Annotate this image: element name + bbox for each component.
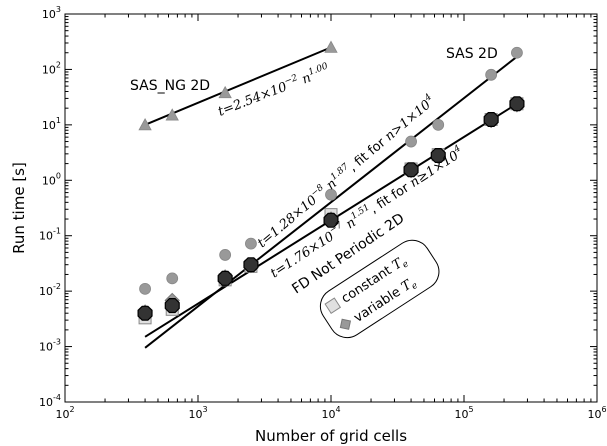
- octagon-marker: [137, 305, 153, 321]
- y-tick-label: 10-4: [39, 393, 61, 409]
- x-tick-label: 104: [321, 405, 340, 421]
- x-tick-label: 106: [587, 405, 606, 421]
- octagon-marker: [430, 148, 446, 163]
- legend-marker-variable: [339, 318, 352, 330]
- octagon-marker: [243, 257, 259, 273]
- circle-marker: [405, 135, 417, 148]
- x-tick-label: 102: [55, 405, 74, 421]
- circle-marker: [166, 272, 179, 285]
- octagon-marker: [403, 162, 419, 178]
- y-tick-label: 10-1: [39, 227, 61, 243]
- y-tick-label: 10-2: [39, 282, 61, 298]
- fit-label-sas-ng: t=2.54×10−2 n1.00: [215, 61, 332, 119]
- annotation-sas: SAS 2D: [446, 46, 498, 62]
- y-tick-label: 101: [42, 116, 61, 132]
- circle-marker: [139, 282, 151, 295]
- octagon-marker: [509, 96, 525, 112]
- circle-marker: [511, 46, 523, 59]
- axis-tick-labels: 102 103 104 105 106 10-4 10-3 10-2 10-1 100 101 102…: [39, 5, 607, 421]
- annotation-sas-ng: SAS_NG 2D: [130, 78, 210, 94]
- octagon-marker: [323, 212, 339, 228]
- circle-marker: [485, 68, 498, 81]
- legend-box: [319, 239, 440, 339]
- plot-frame: [64, 13, 598, 403]
- triangle-marker: [218, 85, 232, 99]
- circle-marker: [219, 249, 232, 261]
- circle-marker: [432, 118, 445, 131]
- circle-marker: [245, 237, 257, 250]
- x-axis-label: Number of grid cells: [255, 427, 407, 445]
- octagon-marker: [164, 298, 180, 314]
- octagon-marker: [483, 111, 499, 128]
- y-tick-label: 100: [42, 171, 61, 187]
- axis-ticks: [64, 13, 598, 403]
- triangle-marker: [138, 118, 152, 131]
- y-tick-label: 103: [42, 5, 61, 21]
- circle-marker: [325, 188, 337, 201]
- y-tick-label: 102: [42, 60, 61, 76]
- legend: constant Te variable Te: [319, 239, 440, 339]
- fit-line: [144, 55, 518, 349]
- triangle-marker: [165, 108, 179, 121]
- data-markers: [137, 40, 525, 325]
- legend-marker-constant: [324, 297, 342, 314]
- x-tick-label: 105: [454, 405, 473, 421]
- octagon-marker: [217, 270, 233, 286]
- triangle-marker: [324, 40, 338, 53]
- fit-line: [144, 46, 332, 126]
- x-tick-label: 103: [188, 405, 207, 421]
- y-tick-label: 10-3: [39, 338, 61, 354]
- y-axis-label: Run time [s]: [10, 162, 28, 254]
